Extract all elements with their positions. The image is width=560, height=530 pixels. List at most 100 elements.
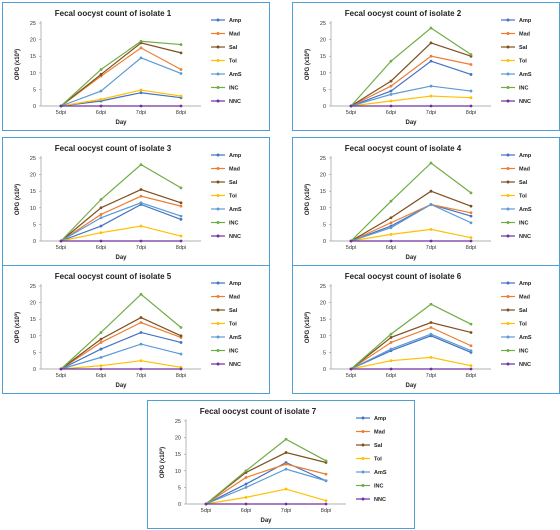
y-tick-label: 5 [33, 350, 36, 356]
x-tick-label: 6dpi [96, 110, 106, 116]
legend-marker-tol [506, 59, 510, 62]
legend-marker-nnc [216, 234, 220, 238]
y-axis-label-end: ) [305, 49, 311, 51]
series-line-sal [205, 451, 327, 505]
data-point-inc [139, 163, 143, 167]
legend-label-nnc: NNC [519, 362, 531, 368]
data-point-sal [99, 73, 103, 76]
legend-marker-inc [361, 484, 365, 487]
series-line-mad [350, 203, 472, 242]
chart-panel-isolate-3: Fecal oocyst count of isolate 3 0 5 10 15 20 2… [2, 137, 270, 266]
data-point-ams [139, 56, 143, 60]
data-point-tol [469, 236, 473, 240]
legend-label-tol: Tol [229, 194, 237, 200]
x-axis-label: Day [115, 255, 127, 261]
y-axis-label-end: ) [15, 312, 21, 314]
data-point-ams [389, 226, 393, 230]
y-tick-label: 25 [30, 284, 36, 290]
legend-marker-inc [506, 221, 510, 224]
data-point-amp [139, 91, 143, 95]
chart-title: Fecal oocyst count of isolate 3 [55, 144, 172, 153]
data-point-ams [469, 89, 473, 93]
series-line-tol [60, 225, 182, 242]
data-point-nnc [179, 239, 183, 243]
series-line-ams [350, 333, 472, 370]
data-point-nnc [349, 367, 353, 371]
y-axis-label-end: ) [15, 184, 21, 186]
y-tick-label: 15 [320, 189, 326, 195]
data-point-nnc [179, 104, 183, 108]
data-point-nnc [59, 367, 63, 371]
data-point-amp [139, 331, 143, 334]
data-point-nnc [429, 239, 433, 243]
legend-marker-amp [361, 416, 365, 420]
y-axis-label-end: ) [305, 184, 311, 186]
y-tick-label: 10 [320, 206, 326, 212]
data-point-mad [139, 46, 143, 50]
y-tick-label: 5 [323, 87, 326, 93]
data-point-inc [389, 199, 393, 203]
data-point-ams [139, 342, 143, 346]
series-line-mad [205, 463, 327, 505]
data-point-tol [324, 499, 328, 503]
x-tick-label: 5dpi [346, 245, 356, 251]
legend-marker-mad [216, 167, 220, 170]
legend-label-tol: Tol [374, 457, 382, 463]
y-tick-label: 10 [30, 71, 36, 77]
data-point-nnc [99, 104, 103, 108]
y-axis-label: OPG (x105) [303, 49, 312, 80]
y-tick-label: 20 [320, 38, 326, 44]
data-point-nnc [99, 367, 103, 371]
y-axis-label-main: OPG (x10 [15, 315, 21, 343]
legend-label-amp: Amp [519, 18, 532, 24]
data-point-sal [179, 201, 183, 205]
series-line-ams [60, 343, 182, 370]
legend-marker-mad [506, 167, 510, 170]
y-tick-label: 20 [30, 301, 36, 307]
data-point-inc [139, 39, 143, 43]
data-point-inc [179, 186, 183, 190]
data-point-ams [429, 203, 433, 206]
legend-marker-sal [216, 180, 220, 184]
y-axis-label-exponent: 5 [303, 185, 308, 188]
series-line-inc [60, 293, 182, 370]
x-tick-label: 7dpi [136, 110, 146, 116]
legend-label-nnc: NNC [229, 362, 241, 368]
legend-marker-sal [216, 308, 220, 312]
data-point-sal [389, 216, 393, 220]
x-axis-label: Day [260, 518, 272, 524]
legend-label-inc: INC [519, 349, 529, 355]
legend-label-inc: INC [519, 221, 529, 227]
legend-label-ams: AmS [229, 335, 242, 341]
chart-title: Fecal oocyst count of isolate 1 [55, 9, 172, 18]
x-tick-label: 6dpi [96, 373, 106, 379]
data-point-mad [429, 326, 433, 329]
x-axis-label: Day [115, 120, 127, 126]
data-point-tol [179, 234, 183, 238]
legend-marker-nnc [216, 99, 220, 103]
legend-marker-sal [216, 45, 220, 49]
data-point-inc [469, 191, 473, 195]
data-point-inc [139, 292, 143, 296]
y-axis-label-exponent: 5 [13, 185, 18, 188]
legend-label-tol: Tol [519, 194, 527, 200]
series-line-sal [350, 42, 472, 107]
legend-label-nnc: NNC [519, 99, 531, 105]
legend-marker-sal [506, 180, 510, 184]
line-chart-svg: Fecal oocyst count of isolate 1 0 5 10 15 20 2… [13, 9, 242, 126]
series-line-mad [350, 55, 472, 107]
legend-label-mad: Mad [229, 295, 240, 301]
legend-marker-ams [361, 470, 365, 474]
y-tick-label: 15 [30, 54, 36, 60]
chart-panel-isolate-5: Fecal oocyst count of isolate 5 0 5 10 15 20 2… [2, 265, 270, 394]
data-point-sal [179, 51, 183, 55]
chart-panel-isolate-2: Fecal oocyst count of isolate 2 0 5 10 15 20 2… [292, 2, 560, 131]
data-point-mad [469, 211, 473, 215]
legend-label-tol: Tol [229, 59, 237, 65]
data-point-inc [324, 459, 328, 463]
x-tick-label: 7dpi [426, 373, 436, 379]
data-point-nnc [389, 239, 393, 243]
data-point-nnc [389, 367, 393, 371]
x-tick-label: 6dpi [241, 508, 251, 514]
data-point-mad [389, 341, 393, 344]
